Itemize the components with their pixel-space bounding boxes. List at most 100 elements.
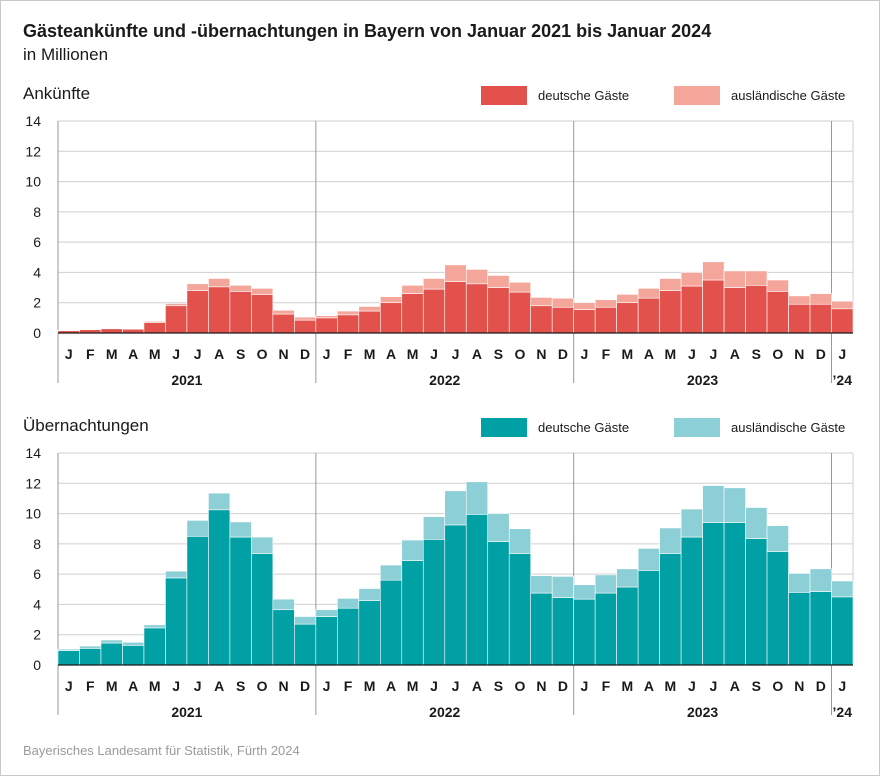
bar-auslaendische	[444, 264, 467, 282]
bar-deutsche	[422, 288, 446, 334]
bar-deutsche	[229, 291, 252, 334]
bar-deutsche	[594, 592, 617, 666]
bar-deutsche	[251, 294, 274, 334]
bar-auslaendische	[315, 609, 338, 617]
bar-auslaendische	[530, 575, 553, 594]
bar-auslaendische	[551, 297, 574, 308]
month-label: N	[794, 346, 804, 362]
y-tick-label: 0	[33, 657, 41, 673]
bar-auslaendische	[659, 527, 682, 555]
bar-auslaendische	[637, 548, 660, 571]
bar-deutsche	[315, 317, 338, 334]
month-label: S	[494, 678, 503, 694]
year-label: 2022	[429, 372, 460, 388]
bar-auslaendische	[831, 300, 854, 310]
year-label: 2021	[171, 372, 202, 388]
bar-deutsche	[422, 539, 446, 666]
bar-deutsche	[487, 541, 510, 666]
month-label: S	[236, 678, 245, 694]
month-label: D	[558, 346, 568, 362]
y-tick-label: 12	[25, 143, 41, 159]
month-label: A	[386, 346, 396, 362]
year-label: ’24	[833, 704, 853, 720]
bar-auslaendische	[57, 648, 80, 651]
bar-auslaendische	[702, 261, 725, 281]
bar-deutsche	[573, 309, 596, 334]
bar-auslaendische	[465, 481, 489, 515]
month-label: M	[407, 678, 419, 694]
bar-auslaendische	[659, 278, 682, 291]
month-label: N	[794, 678, 804, 694]
bar-auslaendische	[143, 321, 166, 323]
month-label: J	[172, 678, 180, 694]
bar-auslaendische	[143, 624, 166, 629]
y-tick-label: 14	[25, 113, 41, 129]
month-label: D	[300, 678, 310, 694]
bar-auslaendische	[251, 288, 274, 295]
bar-deutsche	[766, 291, 789, 334]
month-label: J	[452, 678, 460, 694]
bar-deutsche	[637, 297, 660, 334]
bar-auslaendische	[616, 294, 639, 304]
month-label: D	[816, 346, 826, 362]
bar-auslaendische	[745, 270, 768, 286]
bar-deutsche	[594, 306, 617, 334]
bar-deutsche	[100, 642, 123, 666]
month-label: S	[494, 346, 503, 362]
bar-deutsche	[186, 535, 209, 666]
month-label: F	[602, 678, 611, 694]
bar-auslaendische	[422, 278, 446, 290]
month-label: S	[236, 346, 245, 362]
month-label: A	[644, 346, 654, 362]
y-tick-label: 10	[25, 506, 41, 522]
month-label: D	[300, 346, 310, 362]
month-label: J	[65, 346, 73, 362]
bar-auslaendische	[680, 508, 703, 538]
y-tick-label: 8	[33, 204, 41, 220]
month-label: A	[128, 678, 138, 694]
bar-auslaendische	[487, 513, 510, 542]
month-label: O	[515, 346, 526, 362]
y-tick-label: 8	[33, 536, 41, 552]
bar-auslaendische	[766, 525, 789, 552]
month-label: J	[430, 346, 438, 362]
bar-auslaendische	[723, 487, 746, 523]
bar-deutsche	[208, 509, 231, 666]
bar-deutsche	[788, 592, 811, 666]
y-tick-label: 0	[33, 325, 41, 341]
bar-deutsche	[186, 290, 209, 334]
bar-deutsche	[122, 645, 145, 666]
legend-swatch-1	[674, 418, 720, 437]
year-label: 2022	[429, 704, 460, 720]
bar-auslaendische	[358, 306, 381, 312]
month-label: S	[752, 346, 761, 362]
bar-deutsche	[487, 287, 510, 334]
bar-deutsche	[809, 303, 832, 334]
month-label: A	[730, 346, 740, 362]
bar-deutsche	[444, 524, 467, 666]
month-label: N	[536, 678, 546, 694]
month-label: N	[279, 678, 289, 694]
bar-deutsche	[401, 293, 424, 334]
legend-label-0: deutsche Gäste	[538, 88, 629, 103]
bar-auslaendische	[315, 315, 338, 319]
bar-deutsche	[165, 577, 188, 666]
bar-deutsche	[831, 596, 854, 666]
bar-auslaendische	[788, 573, 811, 593]
month-label: J	[581, 678, 589, 694]
bar-deutsche	[723, 522, 746, 666]
month-label: M	[364, 346, 376, 362]
bar-deutsche	[358, 310, 381, 334]
chart-0: Ankünfte deutsche Gäste ausländische Gäste…	[23, 84, 854, 388]
bar-auslaendische	[594, 299, 617, 308]
bar-deutsche	[465, 514, 489, 666]
bar-auslaendische	[165, 570, 188, 579]
month-label: J	[430, 678, 438, 694]
y-tick-label: 6	[33, 234, 41, 250]
bar-auslaendische	[358, 588, 381, 601]
bar-auslaendische	[788, 295, 811, 305]
bar-auslaendische	[272, 309, 295, 315]
source-note: Bayerisches Landesamt für Statistik, Für…	[23, 743, 300, 758]
y-tick-label: 6	[33, 566, 41, 582]
month-label: J	[194, 346, 202, 362]
